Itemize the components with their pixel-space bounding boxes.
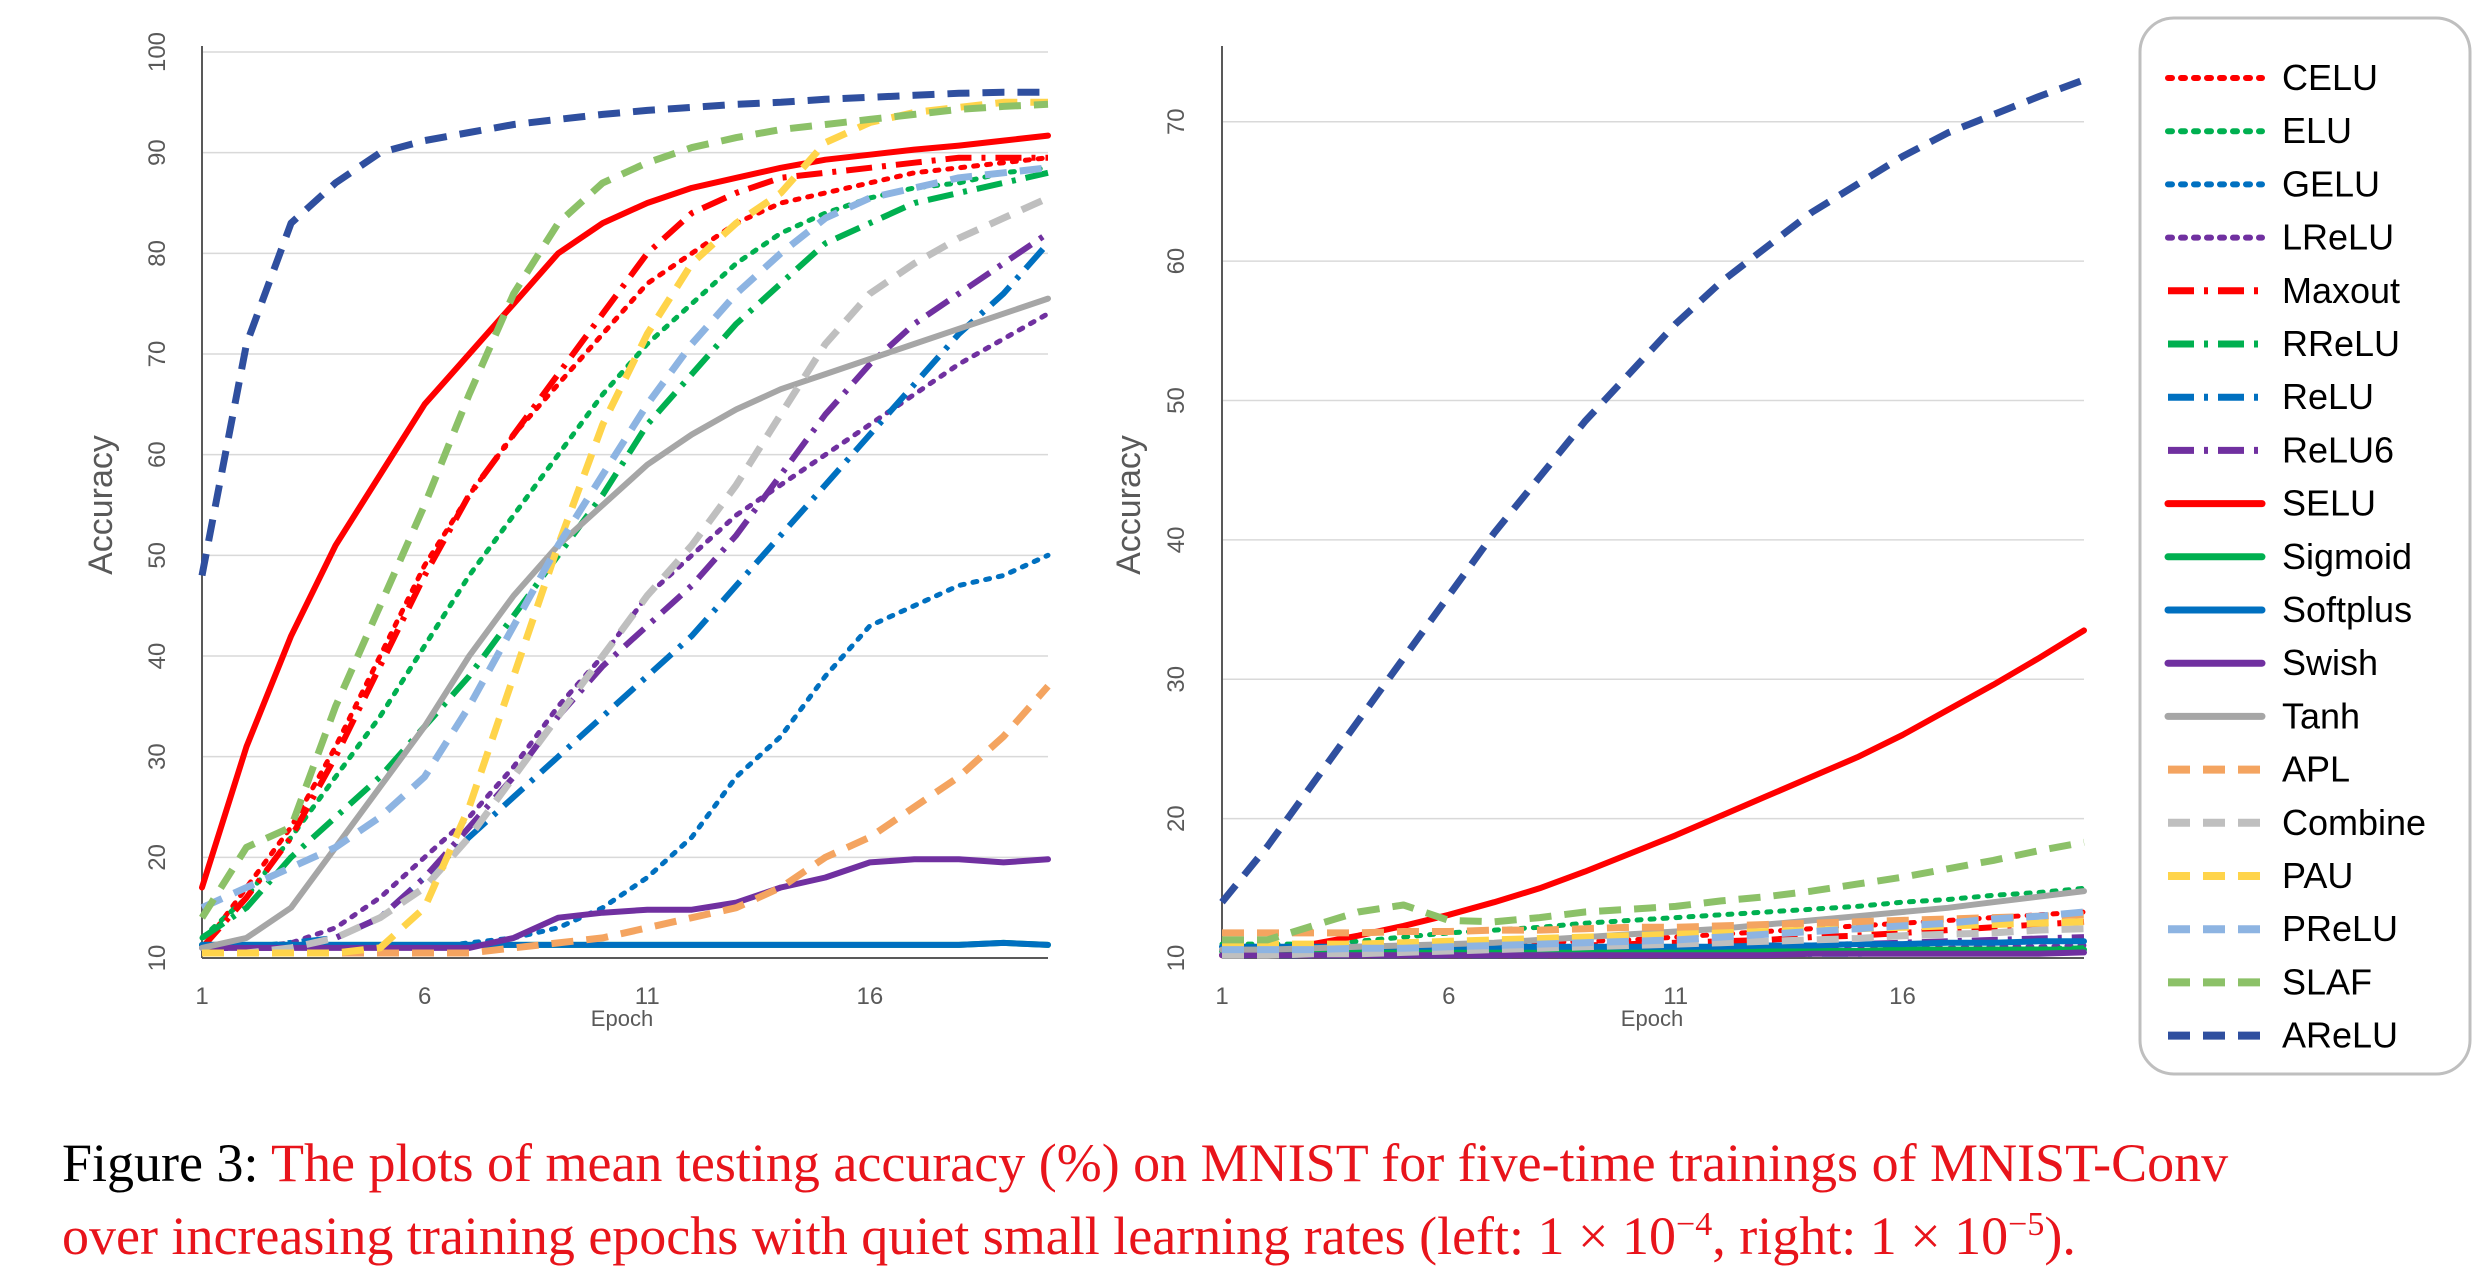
legend-label-relu: ReLU (2282, 376, 2374, 417)
caption-line-1: Figure 3: The plots of mean testing accu… (62, 1132, 2462, 1194)
series-line-right-swish (1219, 949, 2087, 959)
caption-label: Figure 3: (62, 1133, 259, 1193)
x-tick-label-left-16: 16 (857, 983, 884, 1010)
series-line-left-celu (199, 155, 1051, 951)
series-line-right-arelu (1219, 76, 2086, 905)
y-tick-label-right-20: 20 (1163, 805, 1190, 832)
series-line-left-maxout (199, 154, 1048, 950)
caption-suffix: ). (2044, 1206, 2076, 1266)
y-tick-label-left-100: 100 (144, 32, 171, 72)
y-axis-title-right: Accuracy (1110, 435, 1148, 575)
caption-right-exponent: −5 (2008, 1206, 2045, 1243)
caption-left-exponent: −4 (1676, 1206, 1713, 1243)
legend-label-arelu: AReLU (2282, 1015, 2398, 1056)
x-tick-label-right-1: 1 (1215, 983, 1228, 1010)
legend-label-gelu: GELU (2282, 163, 2380, 204)
series-line-left-combine (202, 194, 1050, 957)
series-line-left-gelu (199, 552, 1051, 951)
series-line-left-elu (199, 165, 1051, 941)
legend-label-apl: APL (2282, 749, 2350, 790)
y-tick-label-left-70: 70 (144, 341, 171, 368)
y-tick-label-left-10: 10 (144, 945, 171, 972)
legend-label-selu: SELU (2282, 483, 2376, 524)
caption-right-rate: 1 × 10 (1869, 1206, 2009, 1266)
series-line-left-swish (199, 856, 1051, 951)
y-tick-label-right-40: 40 (1163, 526, 1190, 553)
y-tick-label-left-80: 80 (144, 240, 171, 267)
series-line-left-selu (199, 132, 1051, 891)
series-line-left-prelu (200, 164, 1049, 911)
legend-label-rrelu: RReLU (2282, 323, 2400, 364)
series-line-left-slaf (199, 100, 1049, 920)
y-tick-label-right-10: 10 (1163, 945, 1190, 972)
y-tick-label-left-60: 60 (144, 441, 171, 468)
caption-middle: , right: (1712, 1206, 1870, 1266)
y-tick-label-right-50: 50 (1163, 387, 1190, 414)
x-tick-label-right-16: 16 (1889, 983, 1916, 1010)
y-tick-label-right-70: 70 (1163, 108, 1190, 135)
y-axis-title-left: Accuracy (82, 435, 120, 575)
caption-line-2: over increasing training epochs with qui… (62, 1194, 2462, 1267)
series-line-left-relu (202, 241, 1051, 951)
legend-label-slaf: SLAF (2282, 961, 2372, 1002)
x-tick-label-left-11: 11 (635, 983, 660, 1010)
legend-label-celu: CELU (2282, 57, 2378, 98)
series-line-left-arelu (198, 88, 1048, 577)
x-tick-label-left-6: 6 (418, 983, 431, 1010)
legend: CELU ELU GELU LReLU Maxout RReLU ReLU ReLU6 SELU… (2138, 16, 2472, 1076)
legend-label-elu: ELU (2282, 110, 2352, 151)
y-tick-label-right-60: 60 (1163, 248, 1190, 275)
legend-label-lrelu: LReLU (2282, 217, 2394, 258)
x-tick-label-right-11: 11 (1663, 983, 1688, 1010)
x-tick-label-right-6: 6 (1442, 983, 1455, 1010)
legend-box (2138, 16, 2472, 1076)
series-line-right-apl (1222, 911, 2085, 937)
series-line-left-softplus (199, 939, 1051, 948)
caption-text-line-2: over increasing training epochs with qui… (62, 1206, 1538, 1266)
legend-label-prelu: PReLU (2282, 908, 2398, 949)
y-tick-label-left-40: 40 (144, 643, 171, 670)
y-tick-label-left-20: 20 (144, 844, 171, 871)
legend-label-softplus: Softplus (2282, 589, 2412, 630)
legend-label-relu6: ReLU6 (2282, 429, 2394, 470)
caption-text-line-1: The plots of mean testing accuracy (%) o… (271, 1133, 2229, 1193)
x-tick-label-left-1: 1 (195, 983, 208, 1010)
legend-label-swish: Swish (2282, 642, 2378, 683)
series-line-right-maxout (1222, 918, 2085, 956)
series-line-left-tanh (199, 295, 1051, 951)
y-tick-label-left-50: 50 (144, 542, 171, 569)
x-axis-title-left: Epoch (591, 1006, 653, 1031)
legend-label-pau: PAU (2282, 855, 2353, 896)
series-line-right-slaf (1222, 838, 2085, 944)
figure-caption: Figure 3: The plots of mean testing accu… (62, 1132, 2462, 1267)
legend-label-tanh: Tanh (2282, 695, 2360, 736)
caption-left-rate: 1 × 10 (1537, 1206, 1677, 1266)
legend-label-combine: Combine (2282, 802, 2426, 843)
series-line-left-relu6 (202, 230, 1050, 951)
y-tick-label-left-90: 90 (144, 139, 171, 166)
x-axis-title-right: Epoch (1621, 1006, 1683, 1031)
legend-label-sigmoid: Sigmoid (2282, 536, 2412, 577)
series-line-right-prelu (1222, 908, 2085, 954)
legend-label-maxout: Maxout (2282, 270, 2400, 311)
y-tick-label-right-30: 30 (1163, 666, 1190, 693)
series-line-right-combine (1222, 925, 2085, 959)
y-tick-label-left-30: 30 (144, 743, 171, 770)
